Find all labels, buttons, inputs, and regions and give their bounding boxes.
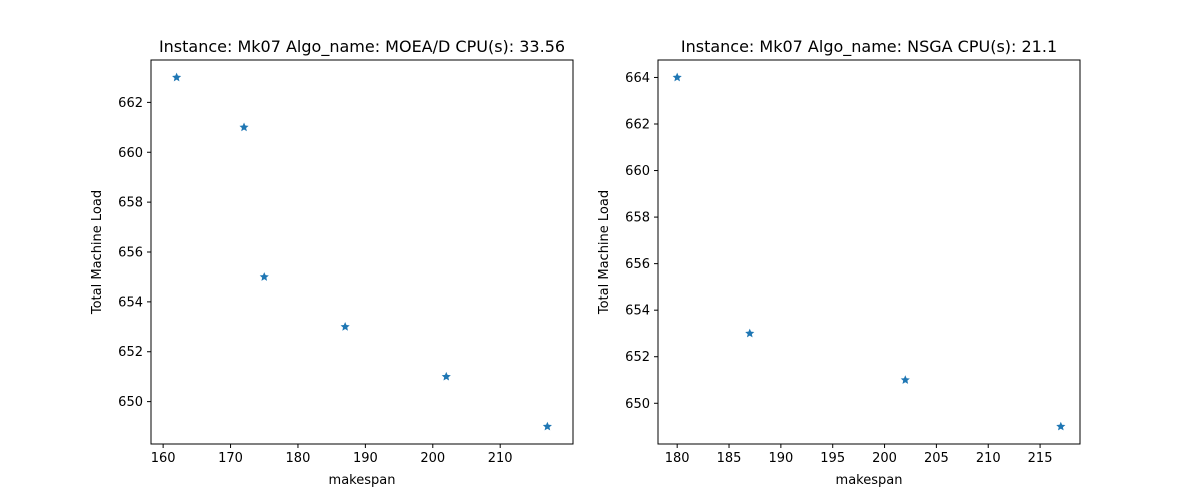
data-point-1	[239, 122, 249, 132]
data-point-5	[542, 421, 552, 431]
x-tick-label: 160	[151, 451, 176, 466]
y-tick-label: 660	[118, 146, 143, 161]
scatter-panel-nsga: Instance: Mk07 Algo_name: NSGA CPU(s): 2…	[597, 37, 1081, 488]
y-tick-label: 662	[118, 96, 143, 111]
x-tick-label: 205	[924, 451, 949, 466]
scatter-panel-moead: Instance: Mk07 Algo_name: MOEA/D CPU(s):…	[90, 37, 574, 488]
y-axis-label: Total Machine Load	[90, 190, 105, 315]
x-tick-label: 195	[820, 451, 845, 466]
chart-title: Instance: Mk07 Algo_name: NSGA CPU(s): 2…	[681, 37, 1057, 57]
y-tick-label: 660	[625, 164, 650, 179]
data-point-2	[259, 272, 269, 281]
x-tick-label: 190	[768, 451, 793, 466]
y-tick-label: 654	[118, 295, 143, 310]
y-tick-label: 654	[625, 304, 650, 319]
x-axis-label: makespan	[329, 473, 396, 488]
x-tick-label: 210	[488, 451, 513, 466]
x-tick-label: 210	[976, 451, 1001, 466]
x-tick-label: 200	[420, 451, 445, 466]
y-tick-label: 652	[625, 350, 650, 365]
y-tick-label: 664	[625, 71, 650, 86]
y-tick-label: 656	[118, 246, 143, 261]
y-tick-label: 652	[118, 345, 143, 360]
x-axis-label: makespan	[836, 473, 903, 488]
y-tick-label: 658	[118, 196, 143, 211]
axes-frame	[150, 59, 574, 445]
x-tick-label: 185	[717, 451, 742, 466]
data-point-4	[441, 371, 451, 381]
data-point-3	[1056, 421, 1066, 431]
x-tick-label: 180	[665, 451, 690, 466]
data-point-2	[900, 375, 910, 384]
data-point-3	[340, 322, 350, 331]
y-tick-label: 662	[625, 118, 650, 133]
y-tick-label: 650	[625, 397, 650, 412]
y-tick-label: 650	[118, 395, 143, 410]
axes-frame	[657, 59, 1081, 445]
x-tick-label: 170	[218, 451, 243, 466]
y-axis-label: Total Machine Load	[597, 190, 612, 315]
y-tick-label: 658	[625, 211, 650, 226]
x-tick-label: 190	[353, 451, 378, 466]
data-point-0	[172, 72, 182, 82]
data-point-1	[745, 328, 755, 338]
x-tick-label: 215	[1028, 451, 1053, 466]
x-tick-label: 200	[872, 451, 897, 466]
y-tick-label: 656	[625, 257, 650, 272]
data-point-0	[672, 72, 682, 82]
chart-title: Instance: Mk07 Algo_name: MOEA/D CPU(s):…	[159, 37, 565, 57]
x-tick-label: 180	[286, 451, 311, 466]
